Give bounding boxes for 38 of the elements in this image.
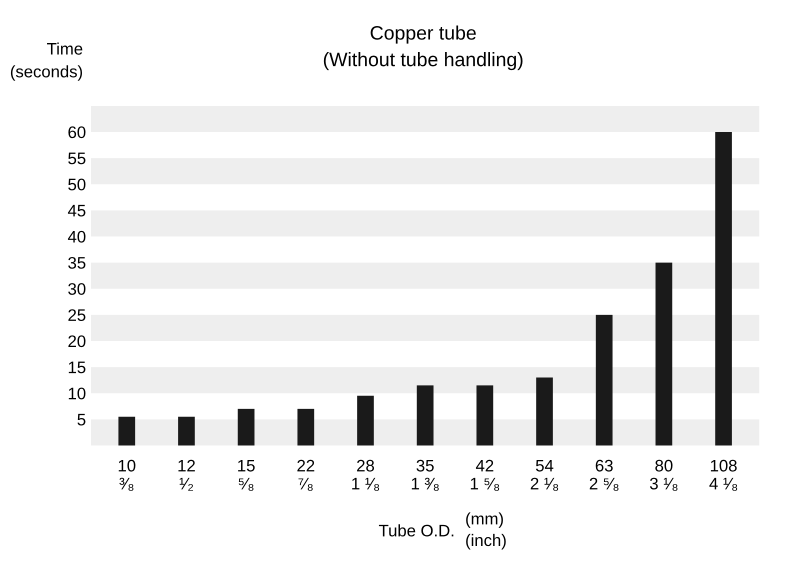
y-tick-label: 10 xyxy=(68,388,86,400)
x-tick-label: 15 ⁵⁄₈ xyxy=(238,460,255,491)
y-tick-label: 30 xyxy=(68,283,86,295)
bar xyxy=(238,408,254,446)
x-tick-label: 42 1 ⁵⁄₈ xyxy=(470,460,500,491)
chart-title: Copper tube (Without tube handling) xyxy=(324,25,523,70)
x-tick-label: 10 ³⁄₈ xyxy=(118,460,136,491)
y-tick-label: 25 xyxy=(68,309,86,322)
x-tick-label: 35 1 ³⁄₈ xyxy=(412,460,439,491)
y-tick-label: 20 xyxy=(68,335,86,348)
bar xyxy=(178,416,195,446)
x-tick-label: 108 4 ¹⁄₈ xyxy=(709,460,738,491)
y-tick-label: 55 xyxy=(68,152,86,164)
bar xyxy=(536,378,553,446)
y-tick-label: 15 xyxy=(68,362,86,374)
y-tick-label: 60 xyxy=(68,126,86,138)
bar xyxy=(416,385,434,446)
x-tick-label: 63 2 ⁵⁄₈ xyxy=(590,460,618,491)
y-tick-label: 45 xyxy=(68,204,86,217)
y-tick-label: 50 xyxy=(68,178,86,190)
text: (mm) (inch) xyxy=(466,512,506,550)
x-axis-title: Tube O.D. xyxy=(378,524,454,537)
bar xyxy=(118,416,136,446)
x-tick-label: 22 ⁷⁄₈ xyxy=(297,460,314,491)
y-tick-label: 40 xyxy=(68,230,86,243)
x-tick-label: 28 1 ¹⁄₈ xyxy=(352,460,380,491)
x-tick-label: 80 3 ¹⁄₈ xyxy=(650,460,678,491)
bar xyxy=(596,314,613,446)
x-tick-label: 54 2 ¹⁄₈ xyxy=(530,460,558,491)
y-axis-title: Time (seconds) xyxy=(10,42,82,81)
bar xyxy=(476,385,494,446)
y-tick-label: 35 xyxy=(68,256,86,269)
bar xyxy=(656,262,672,446)
bar xyxy=(715,132,732,446)
y-tick-label: 5 xyxy=(78,414,86,426)
bar xyxy=(297,408,314,446)
x-tick-label: 12 ¹⁄₂ xyxy=(178,460,195,491)
bar xyxy=(357,396,374,446)
